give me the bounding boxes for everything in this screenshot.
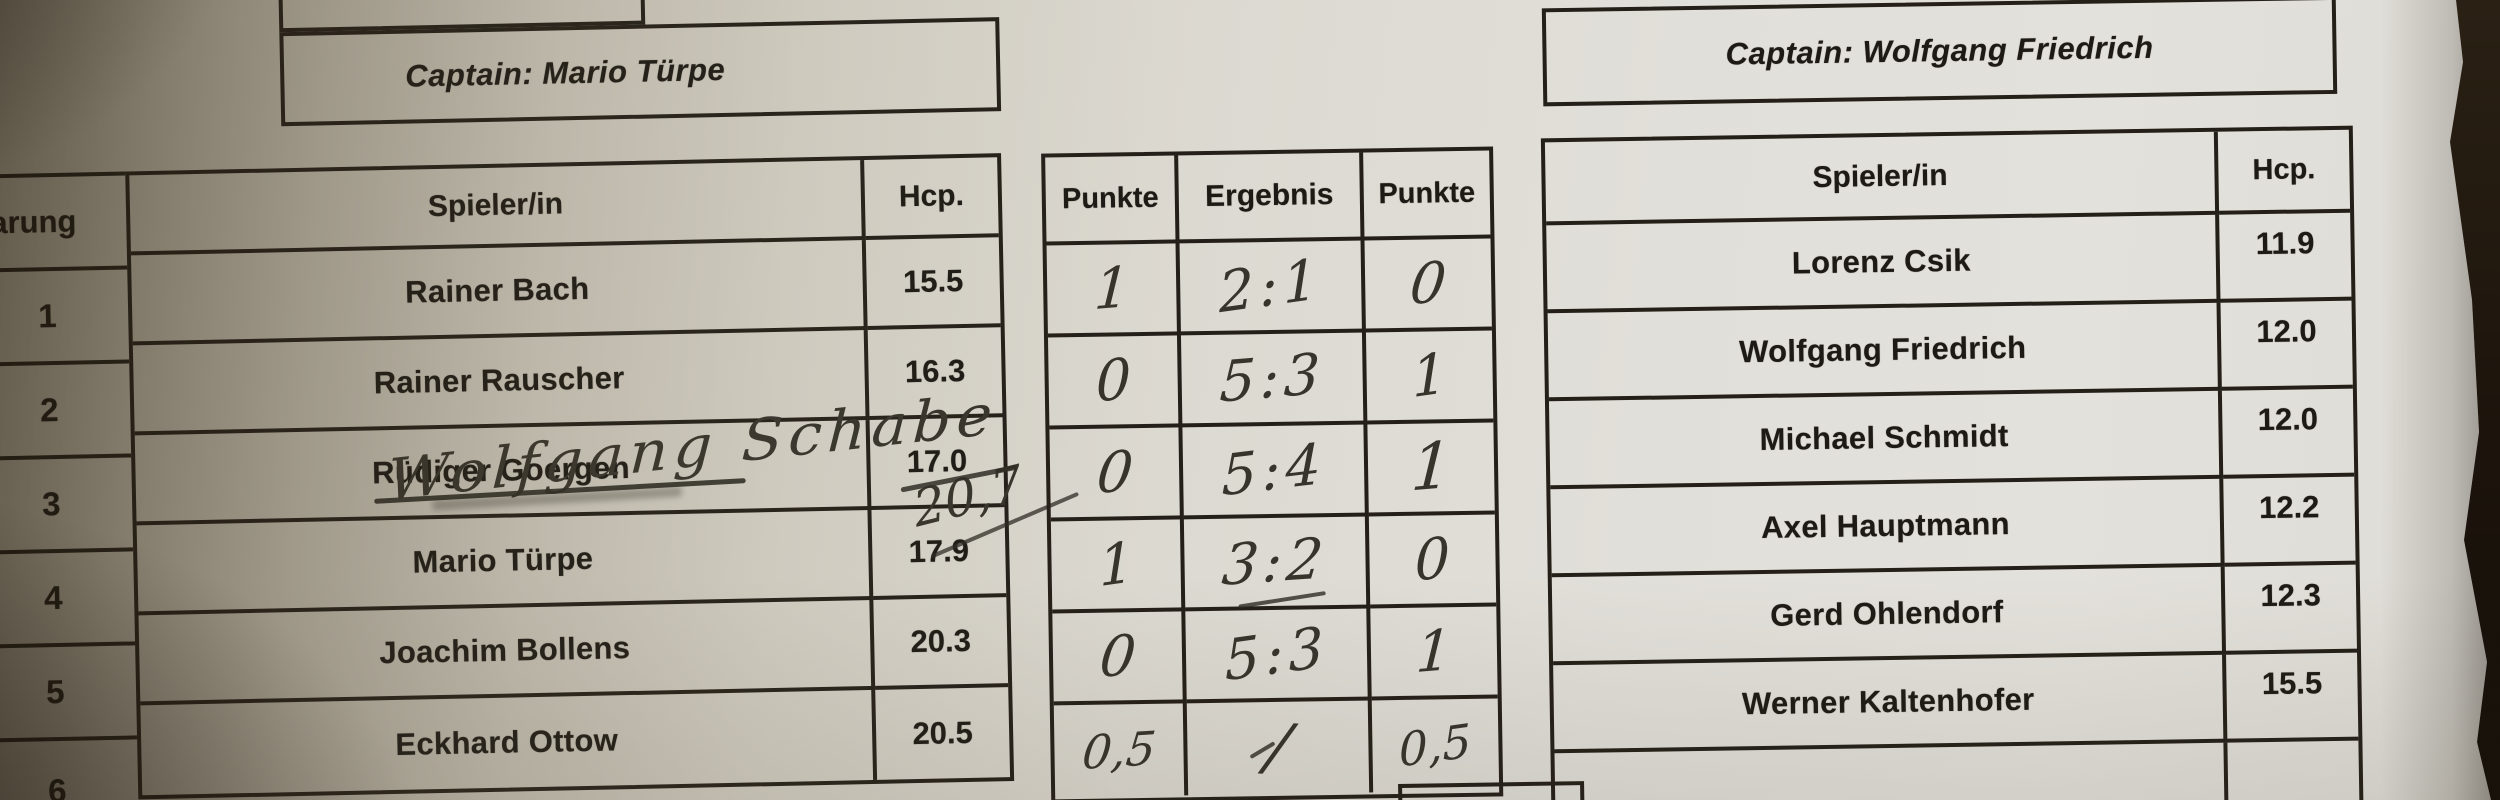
empty-partial-row <box>1554 742 2229 800</box>
player-name: Lorenz Csik <box>1546 214 2221 314</box>
right-captain-box: Captain: Wolfgang Friedrich <box>1541 0 2338 107</box>
player-name: Axel Hauptmann <box>1550 478 2225 578</box>
left-team-name-partial: Usedom <box>442 0 599 9</box>
player-hcp: 12.0 <box>2220 300 2353 391</box>
paper-edge-shadow <box>2380 0 2491 800</box>
right-table-header-player: Spieler/in <box>1544 131 2220 226</box>
player-hcp: 12.0 <box>2221 388 2355 479</box>
right-captain-label: Captain: Wolfgang Friedrich <box>1725 29 2154 72</box>
empty-partial-row <box>2227 741 2359 800</box>
player-hcp: 12.3 <box>2224 564 2358 655</box>
player-hcp: 15.5 <box>2226 652 2359 743</box>
player-name: Wolfgang Friedrich <box>1547 302 2222 402</box>
player-name: Gerd Ohlendorf <box>1551 566 2227 666</box>
player-name: Werner Kaltenhofer <box>1553 654 2228 754</box>
right-player-table: Spieler/in Hcp. Lorenz Csik 11.9 Wolfgan… <box>1540 125 2364 800</box>
player-name: Michael Schmidt <box>1548 390 2224 490</box>
right-table-header-hcp: Hcp. <box>2217 129 2351 215</box>
player-hcp: 12.2 <box>2223 476 2356 567</box>
player-hcp: 11.9 <box>2219 212 2352 303</box>
